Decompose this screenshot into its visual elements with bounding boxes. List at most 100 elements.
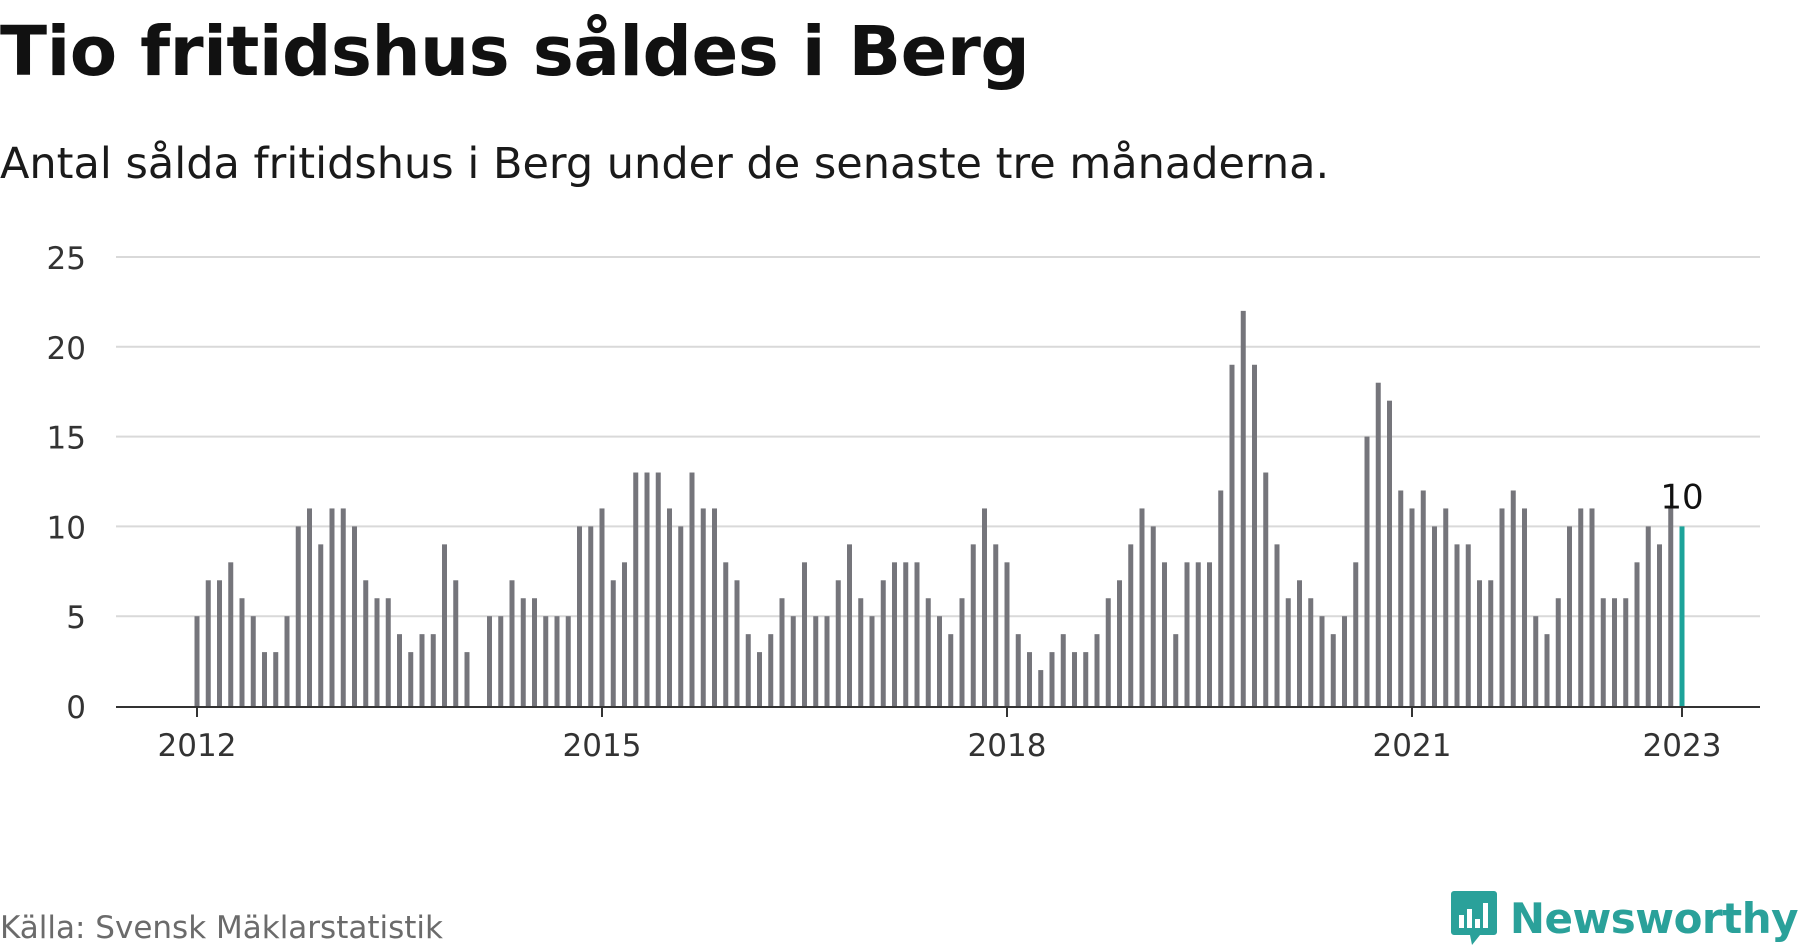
bar-chart: 0 5 10 15 20 25 2012 2015 2018 2021 2023 10 bbox=[47, 241, 1760, 764]
bar bbox=[622, 562, 627, 706]
x-tick-label: 2023 bbox=[1643, 728, 1722, 764]
bar bbox=[498, 616, 504, 706]
bar bbox=[1657, 544, 1662, 706]
bar bbox=[892, 562, 897, 706]
bar bbox=[1150, 526, 1156, 706]
y-tick-label: 15 bbox=[47, 421, 86, 457]
bar bbox=[340, 508, 346, 706]
bar bbox=[768, 634, 774, 706]
highlighted-bar bbox=[1679, 526, 1685, 706]
bars bbox=[194, 310, 1685, 706]
bar bbox=[925, 598, 931, 706]
bar bbox=[1645, 526, 1651, 706]
bar bbox=[239, 598, 245, 706]
bar bbox=[509, 580, 515, 706]
bar bbox=[633, 472, 639, 706]
bar bbox=[194, 616, 200, 706]
bar bbox=[1567, 526, 1572, 706]
bar bbox=[667, 508, 672, 706]
bar bbox=[318, 544, 324, 706]
bar bbox=[284, 616, 290, 706]
bar bbox=[757, 652, 762, 706]
bar bbox=[1072, 652, 1077, 706]
x-tick-label: 2018 bbox=[968, 728, 1047, 764]
chart-title: Tio fritidshus såldes i Berg bbox=[0, 12, 1030, 92]
bar bbox=[520, 598, 526, 706]
bar bbox=[982, 508, 987, 706]
bar bbox=[1263, 472, 1269, 706]
bar bbox=[1342, 616, 1347, 706]
bar bbox=[419, 634, 425, 706]
bar bbox=[430, 634, 436, 706]
bar bbox=[1195, 562, 1201, 706]
y-axis-ticks: 0 5 10 15 20 25 bbox=[47, 241, 86, 726]
bar bbox=[813, 616, 819, 706]
bar bbox=[779, 598, 785, 706]
bar bbox=[588, 526, 594, 706]
bar bbox=[1600, 598, 1606, 706]
bar bbox=[655, 472, 661, 706]
bar bbox=[835, 580, 841, 706]
bar bbox=[700, 508, 706, 706]
bar bbox=[565, 616, 571, 706]
newsworthy-logo: Newsworthy bbox=[1450, 888, 1799, 948]
bar bbox=[1555, 598, 1561, 706]
bar bbox=[397, 634, 402, 706]
bar bbox=[1184, 562, 1190, 706]
bar bbox=[1285, 598, 1291, 706]
bar bbox=[1060, 634, 1066, 706]
bar bbox=[1443, 508, 1449, 706]
bar bbox=[1589, 508, 1595, 706]
bar bbox=[790, 616, 796, 706]
x-tick-label: 2012 bbox=[158, 728, 237, 764]
bar bbox=[295, 526, 301, 706]
bar bbox=[1117, 580, 1122, 706]
bar bbox=[1229, 364, 1235, 706]
bar bbox=[723, 562, 729, 706]
bar-chart-speech-bubble-icon bbox=[1450, 891, 1497, 945]
bar bbox=[1623, 598, 1629, 706]
bar bbox=[554, 616, 560, 706]
bar bbox=[599, 508, 605, 706]
bar bbox=[847, 544, 852, 706]
bar bbox=[1139, 508, 1145, 706]
bar bbox=[1387, 400, 1392, 706]
bar bbox=[1094, 634, 1100, 706]
bar bbox=[217, 580, 222, 706]
bar bbox=[307, 508, 312, 706]
bar bbox=[1409, 508, 1415, 706]
bar bbox=[712, 508, 717, 706]
bar bbox=[464, 652, 470, 706]
bar bbox=[869, 616, 875, 706]
bar bbox=[1162, 562, 1167, 706]
bar bbox=[610, 580, 616, 706]
bar bbox=[1330, 634, 1336, 706]
bar bbox=[1038, 670, 1044, 706]
bar bbox=[1240, 310, 1246, 706]
bar bbox=[1634, 562, 1640, 706]
bar bbox=[678, 526, 684, 706]
y-tick-label: 10 bbox=[47, 510, 86, 546]
bar bbox=[1522, 508, 1527, 706]
bar bbox=[1274, 544, 1280, 706]
bar bbox=[880, 580, 886, 706]
bar bbox=[937, 616, 942, 706]
chart-subtitle: Antal sålda fritidshus i Berg under de s… bbox=[0, 139, 1330, 189]
x-tick-label: 2021 bbox=[1373, 728, 1452, 764]
y-tick-label: 0 bbox=[66, 690, 86, 726]
bar bbox=[970, 544, 976, 706]
bar bbox=[1544, 634, 1550, 706]
bar bbox=[228, 562, 234, 706]
bar bbox=[1308, 598, 1314, 706]
x-tick-label: 2015 bbox=[563, 728, 642, 764]
bar bbox=[903, 562, 909, 706]
y-tick-label: 5 bbox=[66, 600, 86, 636]
y-tick-label: 20 bbox=[47, 331, 86, 367]
bar bbox=[1398, 490, 1404, 706]
bar bbox=[1252, 364, 1257, 706]
bar bbox=[543, 616, 549, 706]
bar bbox=[1353, 562, 1359, 706]
bar bbox=[577, 526, 582, 706]
bar bbox=[1375, 382, 1381, 706]
bar bbox=[442, 544, 447, 706]
